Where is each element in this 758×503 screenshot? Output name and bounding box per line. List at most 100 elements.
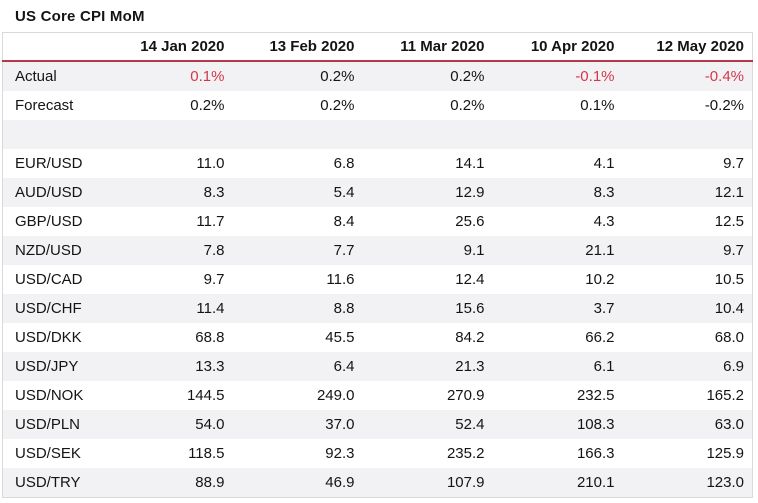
table-row-usddkk: USD/DKK 68.8 45.5 84.2 66.2 68.0 bbox=[3, 323, 753, 352]
column-header-blank bbox=[2, 32, 103, 62]
value-cell: 68.0 bbox=[714, 329, 744, 346]
row-label: USD/NOK bbox=[15, 387, 84, 404]
row-label: USD/TRY bbox=[15, 474, 81, 491]
row-label: NZD/USD bbox=[15, 242, 82, 259]
row-label: USD/PLN bbox=[15, 416, 81, 433]
value-cell bbox=[623, 120, 753, 149]
table-row-usdjpy: USD/JPY 13.3 6.4 21.3 6.1 6.9 bbox=[2, 352, 753, 381]
table-row-gbpusd: GBP/USD 11.7 8.4 25.6 4.3 12.5 bbox=[3, 207, 753, 236]
value-cell bbox=[493, 120, 623, 149]
value-cell: 10.4 bbox=[714, 300, 744, 317]
value-cell: 9.7 bbox=[723, 155, 744, 172]
value-cell: 210.1 bbox=[576, 474, 615, 491]
value-cell: 9.7 bbox=[203, 271, 225, 288]
value-cell: 12.4 bbox=[455, 271, 485, 288]
table-row-usdnok: USD/NOK 144.5 249.0 270.9 232.5 165.2 bbox=[3, 381, 753, 410]
value-cell: 13.3 bbox=[195, 358, 225, 375]
value-cell: -0.1% bbox=[575, 68, 615, 85]
value-cell: 0.2% bbox=[450, 68, 485, 85]
row-label: Forecast bbox=[15, 97, 74, 114]
value-cell: 8.3 bbox=[203, 184, 225, 201]
row-label: GBP/USD bbox=[15, 213, 83, 230]
value-cell: 25.6 bbox=[455, 213, 485, 230]
row-label: USD/CHF bbox=[15, 300, 82, 317]
value-cell: 6.9 bbox=[723, 358, 744, 375]
table-row-audusd: AUD/USD 8.3 5.4 12.9 8.3 12.1 bbox=[2, 178, 753, 207]
row-label: USD/SEK bbox=[15, 445, 81, 462]
table-row-usdsek: USD/SEK 118.5 92.3 235.2 166.3 125.9 bbox=[3, 439, 753, 468]
value-cell: 9.7 bbox=[723, 242, 744, 259]
table-row-usdtry: USD/TRY 88.9 46.9 107.9 210.1 123.0 bbox=[2, 468, 753, 498]
row-label: USD/CAD bbox=[15, 271, 83, 288]
value-cell: 11.0 bbox=[196, 155, 225, 172]
value-cell: 5.4 bbox=[333, 184, 355, 201]
value-cell: 125.9 bbox=[706, 445, 744, 462]
value-cell: 11.7 bbox=[196, 213, 225, 230]
value-cell: 118.5 bbox=[188, 445, 225, 462]
value-cell: 21.1 bbox=[585, 242, 615, 259]
value-cell: 123.0 bbox=[706, 474, 744, 491]
value-cell: 235.2 bbox=[446, 445, 485, 462]
table-row-forecast: Forecast 0.2% 0.2% 0.2% 0.1% -0.2% bbox=[3, 91, 753, 120]
spacer-row bbox=[2, 120, 753, 149]
value-cell: 68.8 bbox=[195, 329, 225, 346]
column-header-date-3: 11 Mar 2020 bbox=[362, 32, 493, 62]
table-row-eurusd: EUR/USD 11.0 6.8 14.1 4.1 9.7 bbox=[3, 149, 753, 178]
value-cell: 0.2% bbox=[450, 97, 485, 114]
value-cell: 15.6 bbox=[455, 300, 485, 317]
value-cell bbox=[233, 120, 363, 149]
value-cell: 108.3 bbox=[576, 416, 615, 433]
value-cell: 12.5 bbox=[714, 213, 744, 230]
value-cell: 6.1 bbox=[593, 358, 615, 375]
value-cell: -0.4% bbox=[704, 68, 744, 85]
row-label: USD/DKK bbox=[15, 329, 82, 346]
value-cell: 10.2 bbox=[585, 271, 615, 288]
value-cell: 37.0 bbox=[325, 416, 355, 433]
value-cell: 92.3 bbox=[325, 445, 355, 462]
value-cell: 7.7 bbox=[333, 242, 355, 259]
value-cell bbox=[103, 120, 233, 149]
table-row-usdchf: USD/CHF 11.4 8.8 15.6 3.7 10.4 bbox=[2, 294, 753, 323]
value-cell: 0.2% bbox=[190, 97, 225, 114]
value-cell: 8.3 bbox=[593, 184, 615, 201]
value-cell: 165.2 bbox=[706, 387, 744, 404]
row-label: USD/JPY bbox=[15, 358, 79, 375]
value-cell: 4.3 bbox=[593, 213, 615, 230]
value-cell: 8.8 bbox=[333, 300, 355, 317]
value-cell: 270.9 bbox=[446, 387, 485, 404]
value-cell: 11.4 bbox=[196, 300, 225, 317]
row-label: Actual bbox=[15, 68, 57, 85]
value-cell: 249.0 bbox=[316, 387, 355, 404]
page-title: US Core CPI MoM bbox=[15, 8, 145, 25]
value-cell: 9.1 bbox=[463, 242, 485, 259]
value-cell: 0.2% bbox=[320, 97, 355, 114]
data-table: 14 Jan 2020 13 Feb 2020 11 Mar 2020 10 A… bbox=[2, 32, 753, 498]
value-cell: 107.9 bbox=[446, 474, 485, 491]
value-cell: 8.4 bbox=[333, 213, 355, 230]
value-cell: 66.2 bbox=[585, 329, 615, 346]
value-cell: 0.1% bbox=[190, 68, 225, 85]
row-label bbox=[3, 120, 103, 149]
value-cell: 7.8 bbox=[203, 242, 225, 259]
value-cell: 45.5 bbox=[325, 329, 355, 346]
row-label: AUD/USD bbox=[15, 184, 83, 201]
column-header-date-4: 10 Apr 2020 bbox=[492, 32, 623, 62]
value-cell: 84.2 bbox=[455, 329, 485, 346]
column-header-date-2: 13 Feb 2020 bbox=[232, 32, 363, 62]
value-cell: 63.0 bbox=[714, 416, 744, 433]
value-cell: 52.4 bbox=[455, 416, 485, 433]
table-row-nzdusd: NZD/USD 7.8 7.7 9.1 21.1 9.7 bbox=[2, 236, 753, 265]
value-cell: 12.9 bbox=[455, 184, 485, 201]
table-row-usdpln: USD/PLN 54.0 37.0 52.4 108.3 63.0 bbox=[2, 410, 753, 439]
table-row-usdcad: USD/CAD 9.7 11.6 12.4 10.2 10.5 bbox=[3, 265, 753, 294]
value-cell: 3.7 bbox=[593, 300, 615, 317]
value-cell: 0.2% bbox=[320, 68, 355, 85]
value-cell: 11.6 bbox=[326, 271, 355, 288]
value-cell: 0.1% bbox=[580, 97, 615, 114]
column-header-date-5: 12 May 2020 bbox=[622, 32, 753, 62]
table-row-actual: Actual 0.1% 0.2% 0.2% -0.1% -0.4% bbox=[2, 61, 753, 91]
value-cell: 166.3 bbox=[576, 445, 615, 462]
value-cell: 10.5 bbox=[714, 271, 744, 288]
value-cell: 6.4 bbox=[333, 358, 355, 375]
value-cell: 54.0 bbox=[195, 416, 225, 433]
